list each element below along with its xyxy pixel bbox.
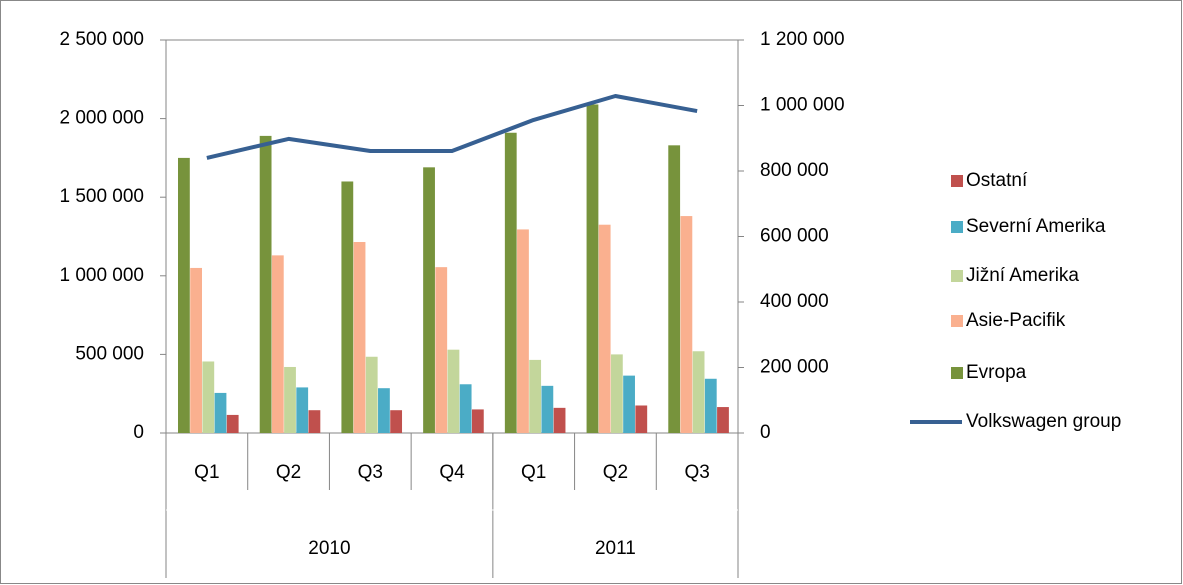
bar [598, 224, 611, 433]
legend-label: Volkswagen group [966, 411, 1121, 432]
bar [692, 351, 705, 433]
bar [517, 229, 529, 433]
bar [586, 104, 599, 434]
legend-label: Severní Amerika [966, 216, 1106, 237]
bar [610, 354, 623, 433]
legend-label: Evropa [966, 362, 1027, 383]
legend-label: Jižní Amerika [966, 265, 1079, 286]
y2-tick-label: 0 [760, 422, 771, 443]
legend-label: Asie-Pacifik [966, 310, 1066, 331]
x-tick-label: Q1 [521, 462, 546, 483]
bar [365, 356, 378, 433]
bar [271, 255, 284, 433]
legend-swatch [951, 175, 963, 187]
bar [190, 267, 202, 433]
group-label: 2011 [595, 538, 636, 559]
bar [423, 167, 435, 433]
y-tick-label: 500 000 [75, 343, 144, 364]
y-tick-label: 0 [133, 422, 144, 443]
y2-tick-label: 200 000 [760, 357, 829, 378]
y2-tick-label: 1 200 000 [760, 29, 845, 50]
bar [178, 157, 190, 433]
bar [553, 407, 566, 433]
bar [214, 392, 227, 433]
bar [504, 132, 517, 434]
y2-tick-label: 1 000 000 [760, 95, 845, 116]
bar [717, 407, 729, 433]
x-tick-label: Q3 [358, 462, 383, 483]
bar [541, 385, 554, 433]
y2-tick-label: 800 000 [760, 160, 829, 181]
group-label: 2010 [308, 538, 350, 559]
y-tick-label: 2 500 000 [59, 29, 144, 50]
y-tick-label: 1 000 000 [59, 265, 144, 286]
bar [341, 181, 354, 433]
x-tick-label: Q4 [439, 462, 465, 483]
bar [296, 387, 309, 433]
legend-swatch [951, 221, 963, 233]
bar [635, 405, 648, 433]
x-tick-label: Q3 [684, 462, 709, 483]
y-tick-label: 2 000 000 [59, 108, 144, 129]
bar [259, 135, 272, 433]
bar [471, 409, 484, 433]
legend-swatch [951, 270, 963, 282]
y-tick-label: 1 500 000 [59, 186, 144, 207]
bar [390, 410, 403, 433]
bar [704, 378, 717, 433]
x-tick-label: Q2 [603, 462, 628, 483]
bar [623, 375, 635, 433]
bar [680, 216, 693, 433]
bar [202, 361, 215, 433]
bar [284, 366, 296, 433]
y2-tick-label: 600 000 [760, 226, 829, 247]
bar [435, 267, 448, 433]
bar [447, 349, 460, 433]
line [206, 94, 698, 160]
bar [668, 145, 681, 433]
bar [459, 384, 472, 433]
bar [353, 242, 366, 433]
legend-swatch [951, 315, 963, 327]
x-tick-label: Q1 [194, 462, 219, 483]
bar [226, 414, 239, 433]
bar [308, 410, 321, 433]
bar [378, 388, 390, 433]
bar [529, 359, 542, 433]
legend-swatch [951, 367, 963, 379]
y2-tick-label: 400 000 [760, 291, 829, 312]
x-tick-label: Q2 [276, 462, 301, 483]
legend-label: Ostatní [966, 170, 1028, 191]
